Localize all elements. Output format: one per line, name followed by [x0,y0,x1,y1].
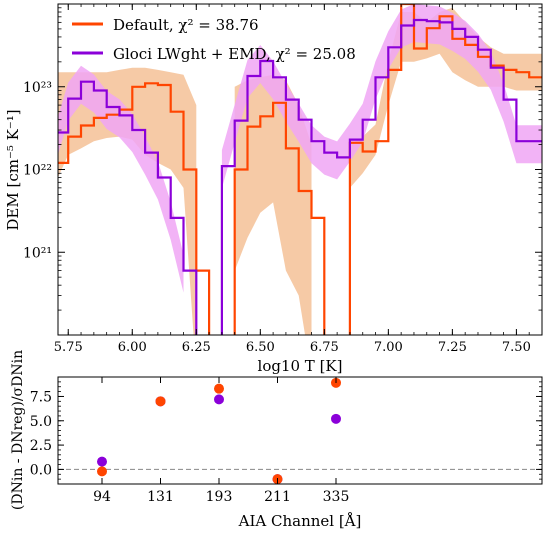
legend: Default, χ² = 38.76 Gloci LWght + EMD, χ… [72,16,356,63]
legend-default-label: Default, χ² = 38.76 [113,16,259,34]
dem-x-tick-label: 7.50 [502,340,531,355]
dem-y-ticks: 10²¹ 10²² 10²³ [23,7,542,311]
residual-panel: 94 131 193 211 335 0.0 2.5 5.0 7.5 AIA Channel … [10,350,543,530]
residual-y-tick-label: 5.0 [30,414,52,430]
dem-x-tick-label: 6.50 [246,340,275,355]
dem-y-axis-label: DEM [cm⁻⁵ K⁻¹] [4,109,22,230]
residual-x-tick-label: 131 [147,489,174,505]
residual-y-tick-label: 2.5 [30,438,52,454]
dem-x-tick-label: 7.25 [438,340,467,355]
band-gloci-seg-0 [58,65,184,293]
residual-y-ticks: 0.0 2.5 5.0 7.5 [30,381,542,480]
residual-x-tick-label: 211 [264,489,291,505]
dem-step-lines [58,4,542,335]
dem-y-tick-label: 10²² [23,163,52,179]
dem-x-tick-label: 6.00 [118,340,147,355]
residual-y-axis-label: (DNin - DNreg)/σDNin [10,350,26,510]
residual-y-tick-label: 0.0 [30,462,52,478]
residual-point-series-0-193 [214,383,224,394]
residual-point-series-1-335 [331,413,341,424]
residual-x-tick-label: 193 [206,489,233,505]
dem-x-ticks: 5.75 6.00 6.25 6.50 6.75 7.00 7.25 7.50 [54,4,543,355]
residual-x-ticks: 94 131 193 211 335 [93,377,349,505]
dem-x-tick-label: 6.25 [182,340,211,355]
residual-x-tick-label: 335 [323,489,350,505]
dem-x-tick-label: 6.75 [310,340,339,355]
dem-y-tick-label: 10²¹ [23,245,52,261]
dem-y-tick-label: 10²³ [23,80,52,96]
band-gloci-seg-1 [221,4,542,189]
residual-point-series-0-131 [155,396,166,407]
residual-point-series-1-193 [214,394,224,405]
legend-gloci-label: Gloci LWght + EMD, χ² = 25.08 [113,45,356,63]
band-series-0-seg-0 [58,67,197,335]
dem-x-axis-label: log10 T [K] [258,357,343,375]
uncertainty-bands [58,4,542,335]
dem-panel: 5.75 6.00 6.25 6.50 6.75 7.00 7.25 7.50 10²¹10²… [4,3,543,375]
residual-point-series-1-94 [97,456,107,467]
dem-x-tick-label: 7.00 [374,340,403,355]
step-line-series-1 [58,18,542,335]
residual-x-tick-label: 94 [93,489,111,505]
dem-x-tick-label: 5.75 [54,340,83,355]
residual-point-series-0-94 [97,466,107,477]
residual-y-tick-label: 7.5 [30,389,52,405]
band-series-0-seg-1 [234,74,312,335]
residual-x-axis-label: AIA Channel [Å] [238,512,362,530]
